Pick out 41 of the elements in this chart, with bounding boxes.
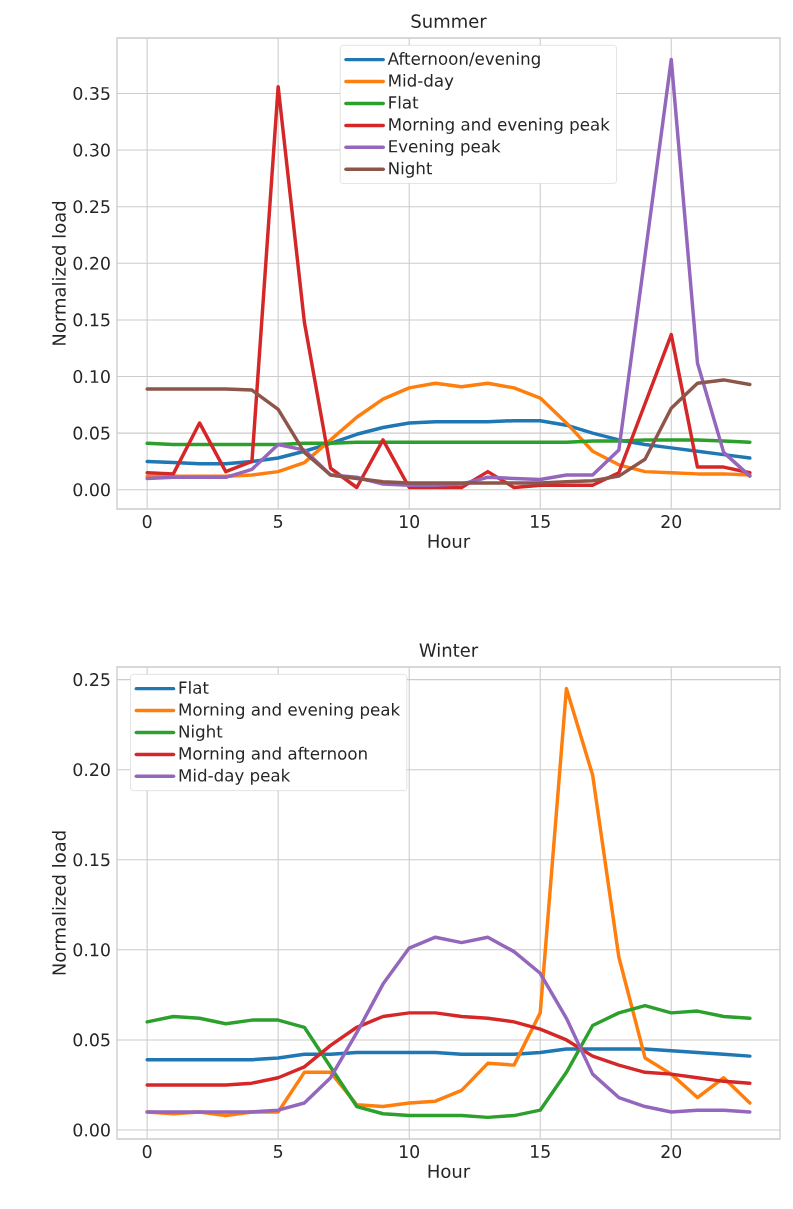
x-tick-label: 20 bbox=[661, 515, 682, 529]
legend-label: Evening peak bbox=[389, 139, 501, 156]
x-tick-label: 0 bbox=[142, 1145, 152, 1159]
y-tick-label: 0.35 bbox=[73, 86, 110, 101]
x-tick-label: 5 bbox=[273, 1145, 283, 1158]
x-tick-label: 10 bbox=[400, 515, 420, 529]
legend-label: Flat bbox=[179, 681, 209, 694]
y-tick-label: 0.10 bbox=[73, 943, 110, 957]
legend-label: Morning and afternoon bbox=[179, 746, 367, 763]
y-tick-label: 0.20 bbox=[73, 763, 110, 777]
y-tick-label: 0.15 bbox=[73, 313, 110, 327]
y-tick-label: 0.00 bbox=[73, 1123, 110, 1137]
legend-label: Mid-day peak bbox=[179, 768, 291, 785]
y-axis-title: Normalized load bbox=[51, 831, 66, 975]
x-tick-label: 5 bbox=[273, 515, 283, 528]
legend-label: Night bbox=[389, 161, 433, 178]
y-tick-label: 0.05 bbox=[73, 426, 110, 440]
y-tick-label: 0.25 bbox=[73, 673, 110, 687]
legend-label: Morning and evening peak bbox=[179, 702, 401, 720]
legend-label: Mid-day bbox=[389, 73, 454, 91]
x-tick-label: 15 bbox=[531, 515, 550, 528]
chart-title: Summer bbox=[411, 14, 487, 28]
legend-label: Night bbox=[179, 724, 223, 741]
x-tick-label: 15 bbox=[531, 1145, 550, 1158]
x-axis-title: Hour bbox=[428, 1164, 471, 1179]
chart-title: Winter bbox=[419, 643, 479, 657]
y-tick-label: 0.05 bbox=[73, 1033, 110, 1047]
y-tick-label: 0.15 bbox=[73, 853, 110, 867]
y-tick-label: 0.00 bbox=[73, 483, 110, 497]
y-tick-label: 0.20 bbox=[73, 256, 110, 270]
legend-label: Afternoon/evening bbox=[387, 51, 540, 69]
x-tick-label: 10 bbox=[400, 1145, 420, 1159]
x-tick-label: 0 bbox=[142, 515, 152, 529]
legend-label: Morning and evening peak bbox=[389, 117, 610, 134]
y-tick-label: 0.25 bbox=[73, 200, 110, 214]
y-axis-title: Normalized load bbox=[51, 201, 66, 345]
y-tick-label: 0.10 bbox=[73, 369, 110, 384]
y-tick-label: 0.30 bbox=[73, 143, 110, 157]
x-tick-label: 20 bbox=[661, 1145, 682, 1159]
x-axis-title: Hour bbox=[428, 534, 471, 548]
legend-label: Flat bbox=[389, 95, 419, 109]
